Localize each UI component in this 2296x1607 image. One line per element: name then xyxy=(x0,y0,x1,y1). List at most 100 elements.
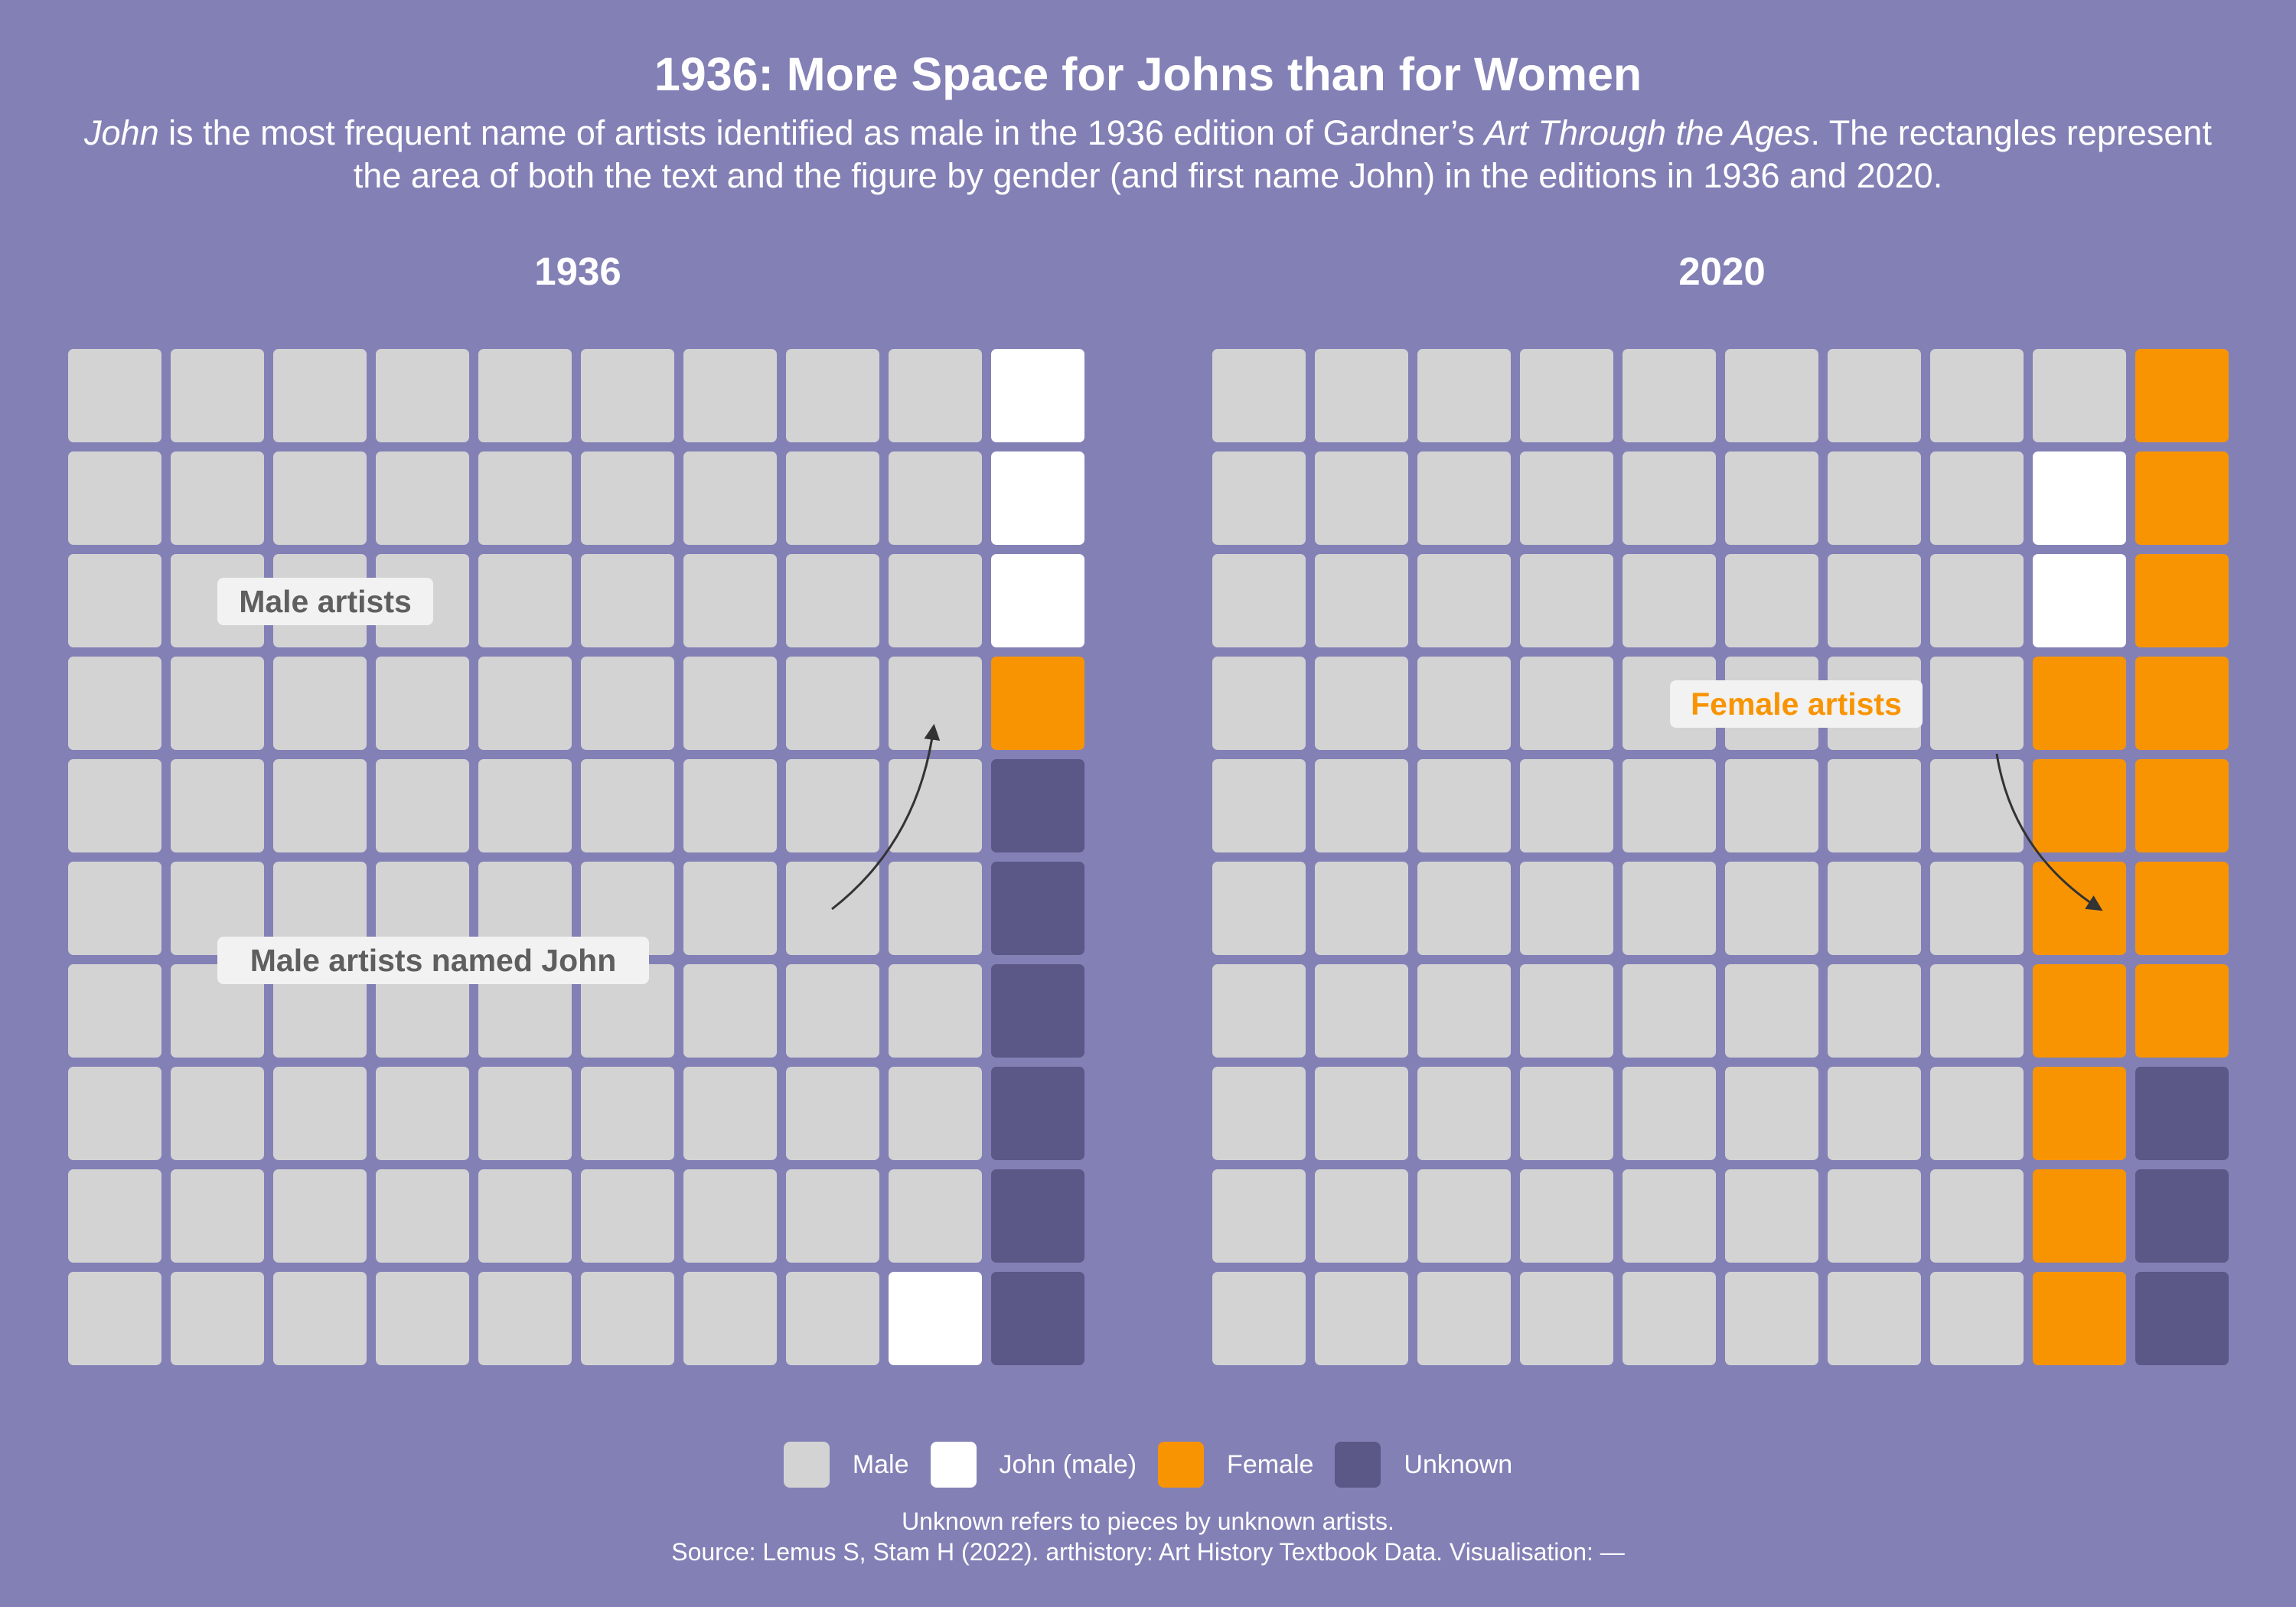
chart-title: 1936: More Space for Johns than for Wome… xyxy=(654,48,1642,100)
tile-male xyxy=(1520,1272,1613,1365)
tile-female xyxy=(2135,451,2229,545)
tile-male xyxy=(1417,349,1511,442)
tile-male xyxy=(1520,657,1613,750)
tile-male xyxy=(1930,759,2024,852)
label-box-female-artists xyxy=(1670,680,1923,728)
tile-male xyxy=(376,1067,469,1160)
tile-male xyxy=(68,862,161,955)
tile-male xyxy=(889,1169,982,1263)
tile-male xyxy=(1828,554,1921,647)
tile-male xyxy=(1725,1272,1818,1365)
tile-male xyxy=(68,451,161,545)
tile-male xyxy=(1623,451,1716,545)
tile-male xyxy=(478,657,572,750)
tile-male xyxy=(1212,862,1306,955)
tile-john-male xyxy=(991,349,1084,442)
tile-male xyxy=(273,1169,367,1263)
tile-male xyxy=(1623,862,1716,955)
tile-male xyxy=(376,657,469,750)
tile-male xyxy=(478,1169,572,1263)
tile-male xyxy=(1417,1169,1511,1263)
tile-male xyxy=(376,1169,469,1263)
tile-male xyxy=(1828,1067,1921,1160)
legend-item-male: Male xyxy=(783,1442,909,1488)
tile-male xyxy=(1417,1272,1511,1365)
tile-male xyxy=(1623,1067,1716,1160)
tile-male xyxy=(786,1067,879,1160)
tile-male xyxy=(1520,554,1613,647)
subtitle-book-title: Art Through the Ages xyxy=(1484,113,1811,152)
tile-male xyxy=(1623,349,1716,442)
tile-male xyxy=(1623,964,1716,1058)
tile-male xyxy=(889,964,982,1058)
tile-male xyxy=(1212,1169,1306,1263)
legend-item-john: John (male) xyxy=(930,1442,1137,1488)
tile-male xyxy=(1930,554,2024,647)
tile-male xyxy=(1417,657,1511,750)
tile-unknown xyxy=(2135,1067,2229,1160)
tile-male xyxy=(478,349,572,442)
tile-male xyxy=(889,657,982,750)
tile-male xyxy=(1212,1272,1306,1365)
subtitle-text-1: is the most frequent name of artists ide… xyxy=(158,113,1485,152)
tile-unknown xyxy=(991,759,1084,852)
tile-male xyxy=(581,862,674,955)
tile-male xyxy=(1520,451,1613,545)
tile-male xyxy=(1417,759,1511,852)
tile-john-male xyxy=(991,554,1084,647)
tile-male xyxy=(889,759,982,852)
tile-male xyxy=(1520,1067,1613,1160)
tile-male xyxy=(1315,1169,1408,1263)
tile-male xyxy=(1212,759,1306,852)
tile-male xyxy=(1212,349,1306,442)
tile-male xyxy=(1212,1067,1306,1160)
caption-source: Source: Lemus S, Stam H (2022). arthisto… xyxy=(671,1538,1625,1566)
tile-male xyxy=(478,554,572,647)
tile-unknown xyxy=(991,1272,1084,1365)
tile-male xyxy=(478,964,572,1058)
tile-male xyxy=(1315,964,1408,1058)
tile-male xyxy=(273,1272,367,1365)
tile-male xyxy=(273,349,367,442)
tile-female xyxy=(2033,964,2126,1058)
tile-male xyxy=(68,759,161,852)
panel-title-2020: 2020 xyxy=(1678,249,1766,293)
tile-male xyxy=(1930,1272,2024,1365)
tile-male xyxy=(68,964,161,1058)
tile-male xyxy=(581,349,674,442)
tile-male xyxy=(1315,1067,1408,1160)
tile-unknown xyxy=(991,1169,1084,1263)
tile-male xyxy=(683,349,777,442)
tile-female xyxy=(2033,759,2126,852)
chart-subtitle: John is the most frequent name of artist… xyxy=(61,112,2235,197)
tile-male xyxy=(1520,1169,1613,1263)
tile-female xyxy=(2033,1272,2126,1365)
tile-male xyxy=(1315,451,1408,545)
tile-male xyxy=(171,657,264,750)
legend-swatch-male xyxy=(783,1442,830,1488)
legend-swatch-unknown xyxy=(1335,1442,1381,1488)
tile-male xyxy=(1623,759,1716,852)
tile-unknown xyxy=(991,1067,1084,1160)
tile-male xyxy=(273,759,367,852)
tile-female xyxy=(2135,349,2229,442)
tile-male xyxy=(889,349,982,442)
tile-male xyxy=(1930,451,2024,545)
tile-female xyxy=(2135,759,2229,852)
tile-male xyxy=(683,1272,777,1365)
tile-male xyxy=(1212,451,1306,545)
tile-male xyxy=(171,964,264,1058)
tile-male xyxy=(171,349,264,442)
tile-unknown xyxy=(2135,1169,2229,1263)
label-female-artists: Female artists xyxy=(1691,686,1902,722)
tile-male xyxy=(1930,1067,2024,1160)
tile-male xyxy=(68,1169,161,1263)
tile-male xyxy=(376,964,469,1058)
legend-item-female: Female xyxy=(1158,1442,1313,1488)
tile-male xyxy=(478,1067,572,1160)
tile-male xyxy=(1725,964,1818,1058)
tile-john-male xyxy=(889,1272,982,1365)
tile-male xyxy=(273,862,367,955)
legend-swatch-female xyxy=(1158,1442,1205,1488)
tile-male xyxy=(171,1272,264,1365)
